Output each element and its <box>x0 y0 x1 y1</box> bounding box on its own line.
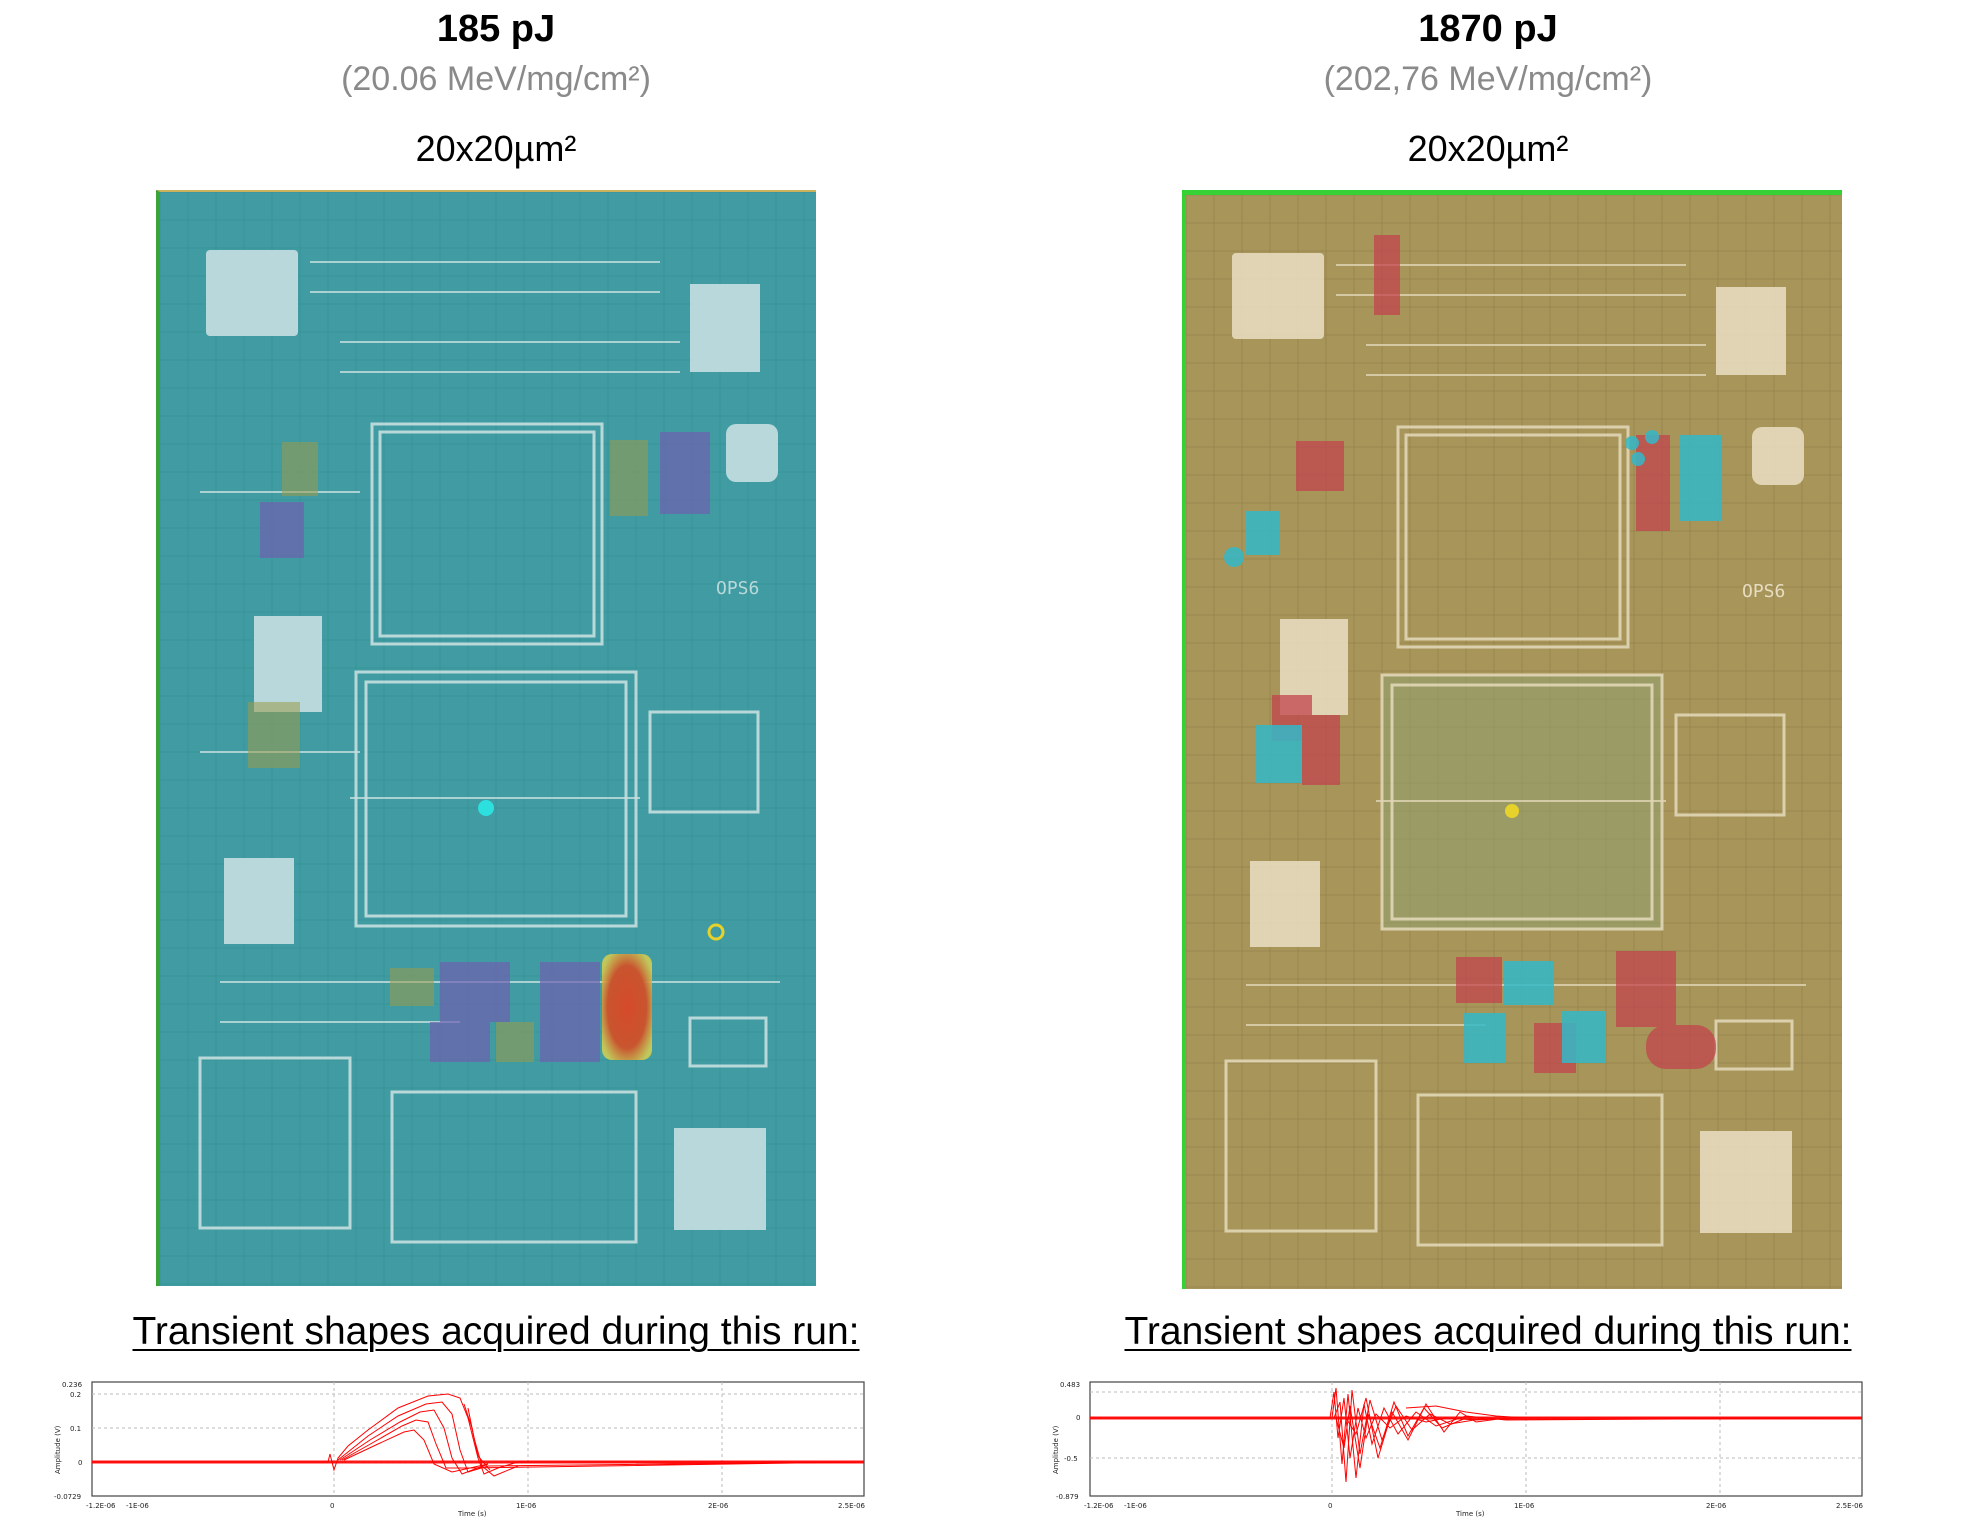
x-tick: -1.2E-06 <box>1084 1502 1114 1510</box>
energy-label: 1870 pJ <box>1418 8 1558 50</box>
y-tick: -0.0729 <box>54 1493 81 1501</box>
x-axis-label: Time (s) <box>457 1510 487 1518</box>
y-tick: 0.483 <box>1060 1381 1080 1389</box>
x-tick: 1E-06 <box>516 1502 537 1510</box>
y-tick: 0.2 <box>70 1391 81 1399</box>
spot-size-label: 20x20µm² <box>1407 128 1569 169</box>
panel-low-energy: 185 pJ (20.06 MeV/mg/cm²) 20x20µm² <box>0 0 992 1518</box>
x-axis-label: Time (s) <box>1455 1510 1485 1518</box>
x-tick: 2.5E-06 <box>1836 1502 1864 1510</box>
y-tick: 0.1 <box>70 1425 81 1433</box>
x-tick: 1E-06 <box>1514 1502 1535 1510</box>
x-tick: 2E-06 <box>1706 1502 1727 1510</box>
energy-label: 185 pJ <box>436 8 556 50</box>
transient-title: Transient shapes acquired during this ru… <box>1124 1310 1852 1353</box>
let-label: (20.06 MeV/mg/cm²) <box>341 60 651 98</box>
y-tick: 0 <box>1076 1414 1080 1422</box>
x-tick: -1E-06 <box>126 1502 149 1510</box>
x-tick: 0 <box>1328 1502 1332 1510</box>
y-tick: 0.236 <box>62 1381 83 1389</box>
x-tick: 2E-06 <box>708 1502 729 1510</box>
y-axis-label: Amplitude (V) <box>1052 1425 1060 1474</box>
x-tick: -1.2E-06 <box>86 1502 116 1510</box>
die-label: OPS6 <box>716 578 759 599</box>
spot-size-label: 20x20µm² <box>415 128 577 169</box>
oscilloscope-plot: 0.236 0.2 0.1 0 -0.0729 -1.2E-06 -1E-06 … <box>48 1378 878 1523</box>
y-axis-label: Amplitude (V) <box>54 1425 62 1474</box>
x-tick: 2.5E-06 <box>838 1502 866 1510</box>
oscilloscope-plot: 0.483 0 -0.5 -0.879 -1.2E-06 -1E-06 0 1E… <box>1046 1378 1876 1523</box>
sensitivity-map: OPS6 <box>1182 190 1842 1289</box>
panel-high-energy: 1870 pJ (202,76 MeV/mg/cm²) 20x20µm² <box>992 0 1984 1518</box>
x-tick: -1E-06 <box>1124 1502 1147 1510</box>
sensitivity-map: OPS6 <box>156 190 816 1286</box>
y-tick: 0 <box>78 1459 82 1467</box>
die-label: OPS6 <box>1742 581 1785 602</box>
y-tick: -0.5 <box>1064 1455 1078 1463</box>
x-tick: 0 <box>330 1502 334 1510</box>
transient-title: Transient shapes acquired during this ru… <box>132 1310 860 1353</box>
y-tick: -0.879 <box>1056 1493 1079 1501</box>
let-label: (202,76 MeV/mg/cm²) <box>1323 60 1653 98</box>
